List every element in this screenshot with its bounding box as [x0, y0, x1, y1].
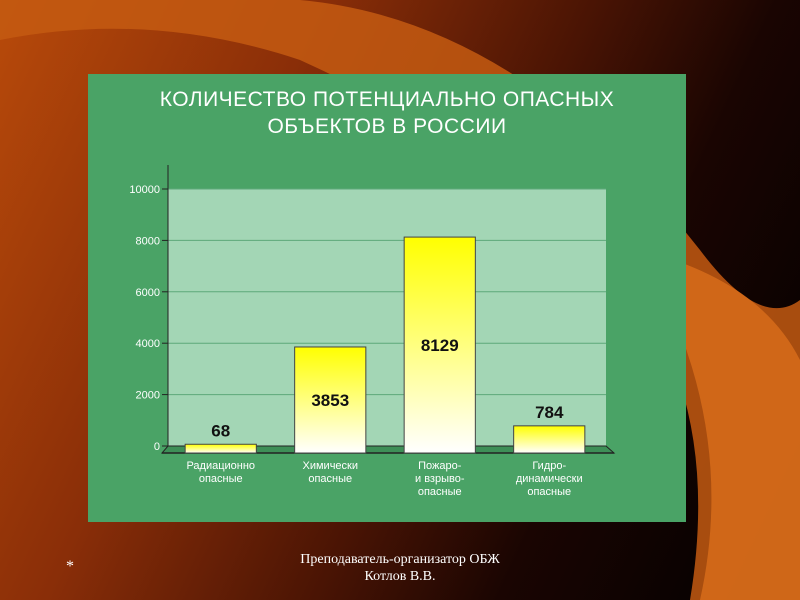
x-tick-label: опасные	[199, 473, 243, 485]
y-tick-label: 8000	[136, 235, 160, 247]
chart-title: КОЛИЧЕСТВО ПОТЕНЦИАЛЬНО ОПАСНЫХ ОБЪЕКТОВ…	[88, 86, 686, 140]
data-label: 68	[211, 421, 230, 440]
y-tick-label: 0	[154, 441, 160, 453]
x-tick-label: опасные	[527, 486, 571, 498]
data-label: 8129	[421, 336, 459, 355]
bar-chart: 020004000600080001000068Радиационноопасн…	[129, 165, 616, 498]
data-label: 784	[535, 403, 564, 422]
x-tick-label: опасные	[308, 473, 352, 485]
footer-line-1: Преподаватель-организатор ОБЖ	[300, 552, 500, 567]
slide-footer: Преподаватель-организатор ОБЖ Котлов В.В…	[260, 551, 540, 585]
x-tick-label: Гидро-	[532, 460, 566, 472]
bar	[184, 443, 257, 454]
slide-marker: *	[66, 558, 74, 575]
footer-line-2: Котлов В.В.	[364, 569, 436, 584]
bar	[403, 236, 476, 454]
x-tick-label: Радиационно	[186, 460, 255, 472]
plot-area	[168, 189, 606, 446]
bar	[513, 425, 586, 454]
chart-title-line-1: КОЛИЧЕСТВО ПОТЕНЦИАЛЬНО ОПАСНЫХ	[159, 88, 615, 111]
y-tick-label: 4000	[136, 338, 160, 350]
chart-title-line-2: ОБЪЕКТОВ В РОССИИ	[267, 115, 507, 138]
y-tick-label: 10000	[129, 184, 160, 196]
x-tick-label: и взрыво-	[415, 473, 465, 485]
y-tick-label: 2000	[136, 390, 160, 402]
x-tick-label: динамически	[516, 473, 583, 485]
chart-panel: КОЛИЧЕСТВО ПОТЕНЦИАЛЬНО ОПАСНЫХ ОБЪЕКТОВ…	[88, 74, 686, 522]
x-tick-label: Химически	[303, 460, 359, 472]
x-tick-label: опасные	[418, 486, 462, 498]
y-tick-label: 6000	[136, 287, 160, 299]
data-label: 3853	[311, 391, 349, 410]
bar	[294, 346, 367, 454]
x-tick-label: Пожаро-	[418, 460, 462, 472]
